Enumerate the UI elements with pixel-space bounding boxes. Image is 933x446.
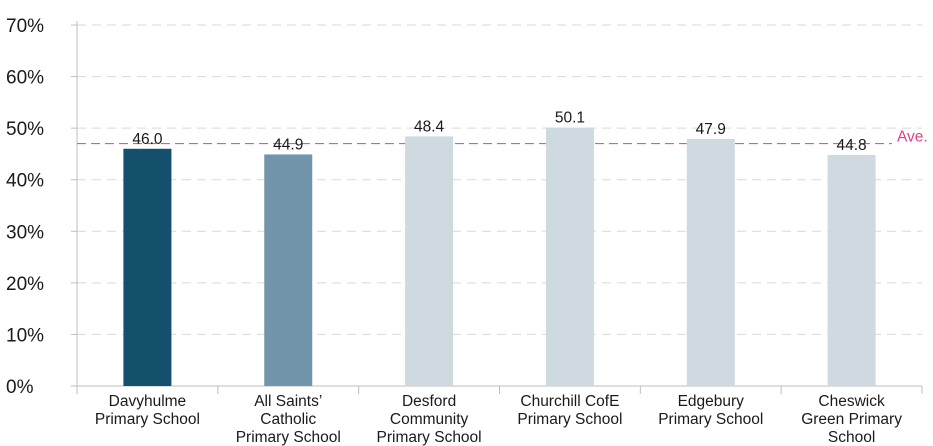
bar (686, 138, 735, 386)
y-tick-label: 60% (6, 68, 44, 89)
bar (827, 154, 876, 386)
y-tick-label: 70% (6, 16, 44, 37)
category-label: Primary School (658, 411, 763, 428)
category-label: Primary School (95, 411, 200, 428)
reference-line-group: Ave. (77, 129, 928, 146)
y-tick-label: 0% (6, 377, 34, 398)
category-label: Desford (402, 393, 456, 410)
gridlines (77, 24, 922, 335)
y-axis: 0% 10% 20% 30% 40% 50% 60% 70% (6, 16, 923, 398)
y-tick-label: 20% (6, 274, 44, 295)
data-labels: 46.0 44.9 48.4 50.1 47.9 44.8 (132, 110, 866, 154)
average-reference-label: Ave. (897, 129, 928, 146)
category-label: Cheswick (818, 393, 885, 410)
bar (545, 127, 594, 387)
category-label: Primary School (236, 429, 341, 446)
y-tick-label: 50% (6, 119, 44, 140)
data-label: 48.4 (414, 118, 445, 135)
category-label: Green Primary (801, 411, 902, 428)
category-label: Catholic (260, 411, 316, 428)
category-label: Community (390, 411, 469, 428)
data-label: 46.0 (132, 131, 163, 148)
category-label: All Saints’ (254, 393, 322, 410)
bar (405, 136, 454, 386)
bar (123, 148, 172, 386)
category-label: Davyhulme (109, 393, 187, 410)
category-label: Primary School (377, 429, 482, 446)
bars (123, 127, 876, 387)
data-label: 44.8 (836, 137, 866, 154)
category-label: School (828, 429, 875, 446)
data-label: 47.9 (696, 121, 726, 138)
category-label: Churchill CofE (520, 393, 619, 410)
data-label: 50.1 (555, 110, 585, 127)
category-label: Edgebury (678, 393, 745, 410)
bar (264, 154, 313, 386)
y-tick-label: 30% (6, 222, 44, 243)
y-tick-label: 40% (6, 171, 44, 192)
y-tick-label: 10% (6, 325, 44, 346)
category-label: Primary School (517, 411, 622, 428)
data-label: 44.9 (273, 136, 303, 153)
